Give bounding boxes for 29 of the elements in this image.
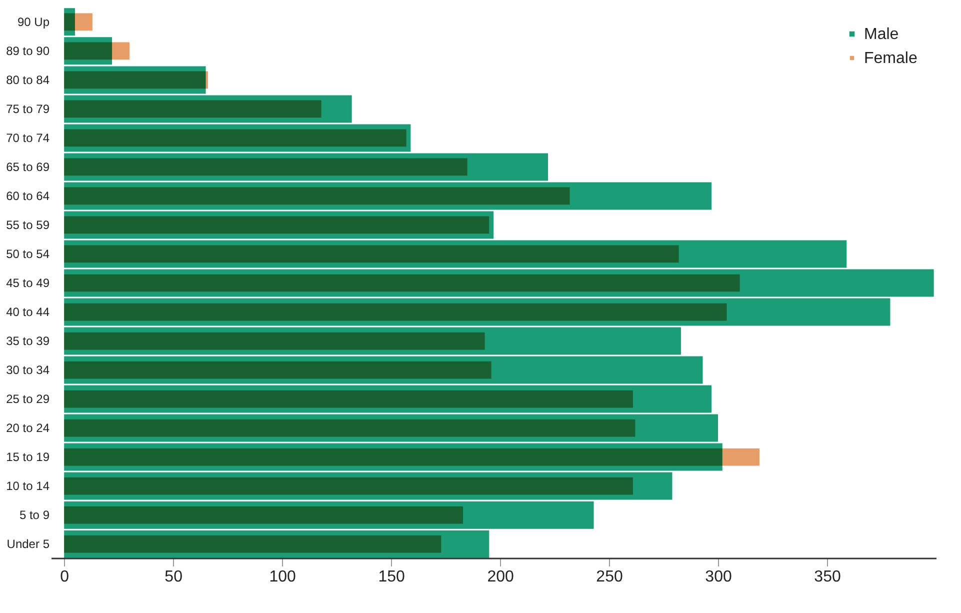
y-tick-label: Under 5: [6, 537, 50, 552]
y-tick-label: 55 to 59: [6, 218, 50, 232]
y-tick-label: 15 to 19: [6, 450, 50, 464]
y-tick-label: 20 to 24: [6, 421, 50, 436]
x-tick-label: 350: [814, 568, 841, 586]
y-tick-label: 75 to 79: [6, 102, 50, 116]
x-tick-label: 200: [487, 568, 514, 586]
y-tick-label: 90 Up: [17, 14, 50, 29]
y-tick-label: 60 to 64: [6, 188, 50, 203]
y-tick-label: 25 to 29: [6, 392, 50, 406]
y-tick-label: 89 to 90: [6, 44, 50, 58]
y-tick-label: 10 to 14: [6, 479, 50, 494]
y-tick-label: 40 to 44: [6, 305, 50, 320]
y-tick-label: 65 to 69: [6, 160, 50, 174]
y-tick-label: 5 to 9: [19, 508, 50, 522]
y-tick-label: 45 to 49: [6, 276, 50, 290]
x-tick-label: 250: [596, 568, 623, 586]
legend-label: Male: [864, 26, 899, 43]
x-tick-label: 0: [60, 568, 70, 586]
x-tick-label: 300: [705, 568, 732, 586]
y-tick-label: 35 to 39: [6, 334, 50, 348]
y-tick-label: 50 to 54: [6, 246, 50, 261]
y-tick-label: 80 to 84: [6, 72, 50, 87]
x-tick-label: 100: [269, 568, 296, 586]
y-tick-label: 30 to 34: [6, 363, 50, 378]
y-tick-label: 70 to 74: [6, 130, 50, 145]
x-tick-label: 150: [378, 568, 405, 586]
legend-label: Female: [864, 50, 918, 67]
x-tick-label: 50: [164, 568, 183, 586]
